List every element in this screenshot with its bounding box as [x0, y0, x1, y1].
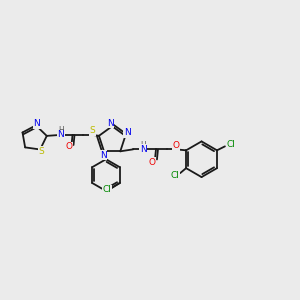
Text: H: H — [140, 141, 146, 150]
Text: N: N — [107, 119, 113, 128]
Text: N: N — [100, 151, 106, 160]
Text: N: N — [34, 119, 40, 128]
Text: S: S — [38, 147, 44, 156]
Text: O: O — [148, 158, 155, 167]
Text: H: H — [58, 126, 64, 135]
Text: N: N — [124, 128, 131, 137]
Text: O: O — [65, 142, 72, 151]
Text: N: N — [57, 130, 64, 140]
Text: S: S — [89, 126, 95, 135]
Text: N: N — [140, 145, 146, 154]
Text: Cl: Cl — [171, 171, 180, 180]
Text: Cl: Cl — [226, 140, 235, 149]
Text: Cl: Cl — [102, 185, 111, 194]
Text: O: O — [172, 141, 179, 150]
